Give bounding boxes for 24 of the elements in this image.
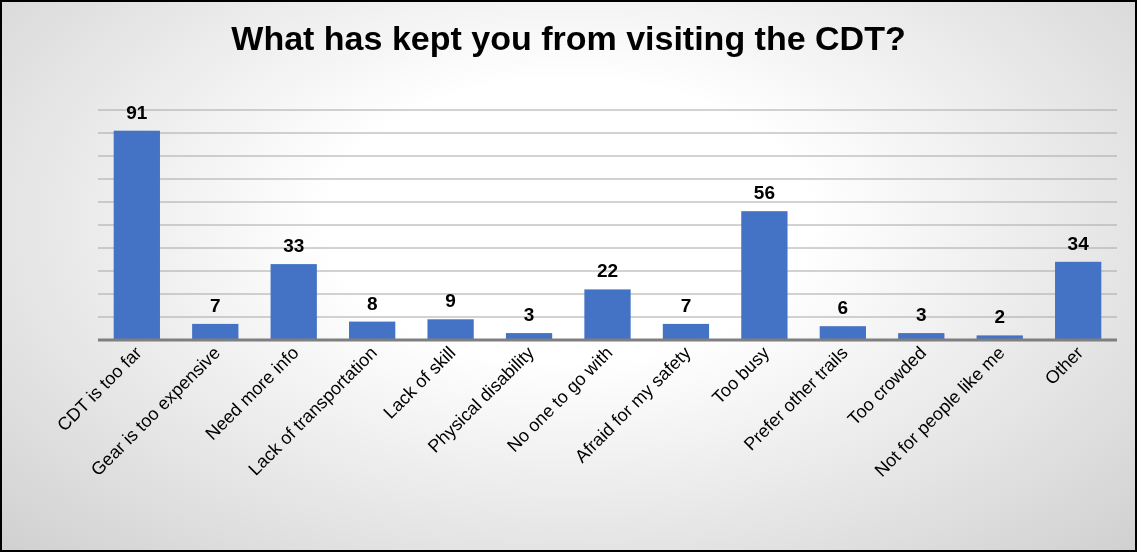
data-label: 22 (596, 260, 619, 282)
bar (1055, 261, 1102, 340)
data-label: 3 (915, 304, 927, 326)
bar (662, 323, 710, 340)
data-label: 91 (126, 101, 148, 123)
data-label: 2 (994, 306, 1006, 328)
data-label: 7 (209, 294, 221, 316)
data-label: 8 (366, 292, 378, 314)
bar (427, 319, 474, 340)
bar (192, 323, 239, 340)
chart-title: What has kept you from visiting the CDT? (231, 19, 906, 57)
bar (113, 130, 160, 340)
bar (584, 289, 631, 340)
data-label: 9 (445, 290, 456, 312)
data-label: 6 (837, 297, 849, 319)
data-label: 7 (680, 294, 692, 316)
bar (270, 264, 317, 340)
bar (349, 321, 396, 340)
bar (741, 211, 788, 340)
data-label: 56 (753, 182, 775, 204)
data-label: 33 (283, 235, 305, 257)
data-label: 3 (523, 304, 535, 326)
bar (819, 326, 866, 340)
data-label: 34 (1067, 232, 1090, 254)
